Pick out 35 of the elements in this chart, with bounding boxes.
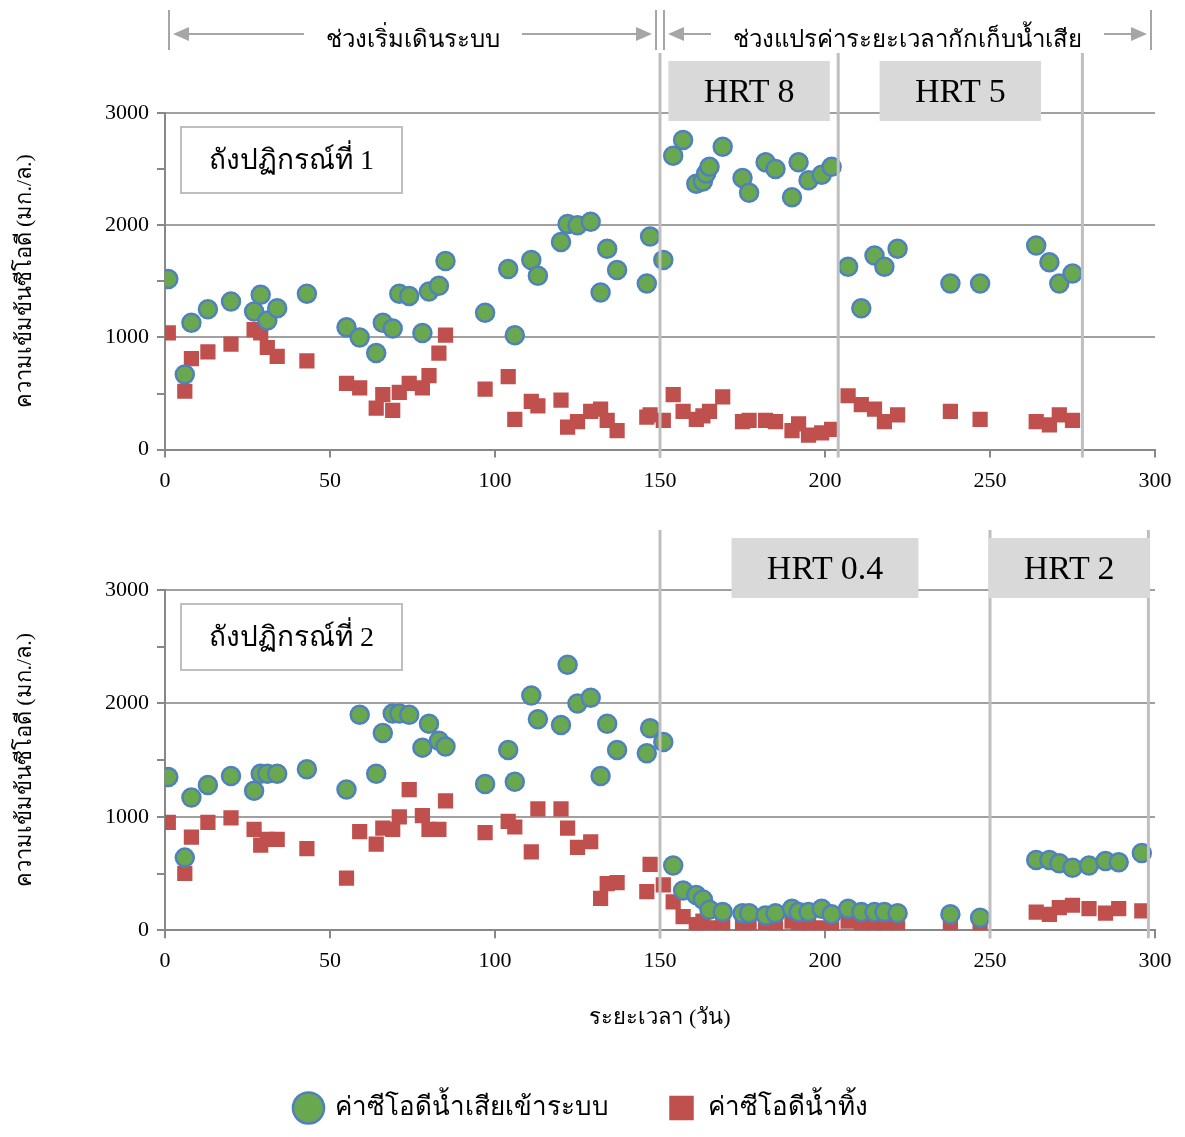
annotation: ถังปฏิกรณ์ที่ 2: [209, 617, 374, 653]
y-axis-title: ความเข้มข้นซีโอดี (มก./ล.): [10, 632, 36, 888]
annotation: ถังปฏิกรณ์ที่ 1: [209, 140, 374, 176]
x-tick-label: 50: [319, 947, 341, 973]
x-tick-label: 150: [643, 947, 677, 973]
x-tick-label: 200: [808, 947, 842, 973]
x-tick-label: 0: [159, 466, 171, 492]
x-tick-label: 300: [1138, 947, 1172, 973]
x-tick-label: 50: [319, 466, 341, 492]
x-tick-label: 100: [478, 947, 512, 973]
text: ช่วงเริ่มเดินระบบ: [325, 22, 500, 53]
text: HRT 5: [914, 71, 1006, 109]
y-tick-label: 1000: [105, 802, 149, 828]
x-tick-label: 250: [973, 466, 1007, 492]
legend-label: ค่าซีโอดีน้ำเสียเข้าระบบ: [334, 1086, 609, 1121]
y-tick-label: 0: [138, 435, 149, 461]
legend-label: ค่าซีโอดีน้ำทิ้ง: [707, 1086, 868, 1121]
text: HRT 0.4: [766, 548, 884, 586]
y-tick-label: 1000: [105, 323, 149, 349]
x-tick-label: 100: [478, 466, 512, 492]
text: ช่วงแปรค่าระยะเวลากักเก็บน้ำเสีย: [733, 21, 1082, 53]
x-tick-label: 0: [159, 947, 171, 973]
x-axis-title: ระยะเวลา (วัน): [589, 1003, 731, 1029]
y-tick-label: 2000: [105, 210, 149, 236]
y-tick-label: 0: [138, 915, 149, 941]
y-tick-label: 3000: [105, 575, 149, 601]
x-tick-label: 200: [808, 466, 842, 492]
x-tick-label: 300: [1138, 466, 1172, 492]
y-tick-label: 2000: [105, 689, 149, 715]
y-axis-title: ความเข้มข้นซีโอดี (มก./ล.): [10, 154, 36, 409]
y-tick-label: 3000: [105, 98, 149, 124]
text: HRT 8: [703, 71, 795, 109]
x-tick-label: 150: [643, 466, 677, 492]
text: HRT 2: [1023, 548, 1115, 586]
x-tick-label: 250: [973, 947, 1007, 973]
